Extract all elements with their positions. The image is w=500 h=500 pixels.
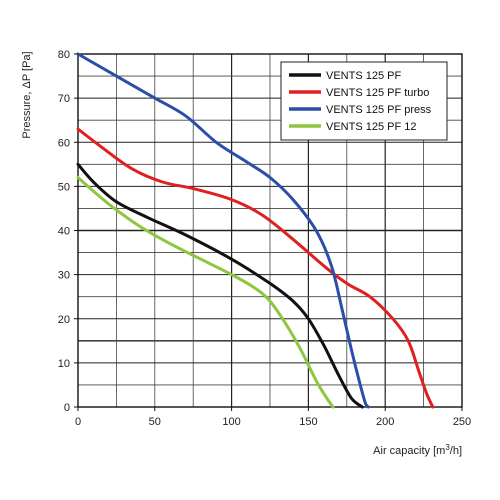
legend-label-3: VENTS 125 PF press: [326, 104, 432, 116]
y-tick-label: 50: [58, 181, 70, 193]
series-line-1: [76, 162, 364, 409]
x-tick-label: 150: [299, 416, 317, 428]
x-axis-label-main: Air capacity [m: [373, 445, 445, 457]
y-tick-label: 0: [64, 402, 70, 414]
x-tick-label: 0: [75, 416, 81, 428]
y-tick-label: 60: [58, 137, 70, 149]
legend-label-4: VENTS 125 PF 12: [326, 121, 417, 133]
series-line-3: [76, 52, 370, 409]
tick-labels: 0 50 100 150 200 250 0 10 20 30 40 50 60 70 80: [58, 49, 471, 428]
y-tick-label: 70: [58, 93, 70, 105]
y-tick-label: 20: [58, 314, 70, 326]
legend-label-1: VENTS 125 PF: [326, 70, 401, 82]
series-line-4: [76, 176, 335, 409]
x-axis-label-superscript: 3: [445, 443, 450, 452]
legend-label-2: VENTS 125 PF turbo: [326, 87, 429, 99]
x-axis-label: Air capacity [m3/h]: [373, 443, 462, 457]
y-axis-label: Pressure, ΔP [Pa]: [21, 51, 33, 138]
x-tick-label: 50: [149, 416, 161, 428]
y-tick-label: 30: [58, 270, 70, 282]
series-lines: [76, 52, 435, 409]
x-tick-label: 250: [453, 416, 471, 428]
y-tick-label: 40: [58, 226, 70, 238]
series-line-2: [76, 127, 435, 409]
x-tick-label: 100: [222, 416, 240, 428]
x-tick-label: 200: [376, 416, 394, 428]
legend: VENTS 125 PF VENTS 125 PF turbo VENTS 125 …: [280, 61, 448, 141]
y-tick-label: 80: [58, 49, 70, 61]
x-axis-label-tail: /h]: [450, 445, 462, 457]
y-tick-label: 10: [58, 358, 70, 370]
